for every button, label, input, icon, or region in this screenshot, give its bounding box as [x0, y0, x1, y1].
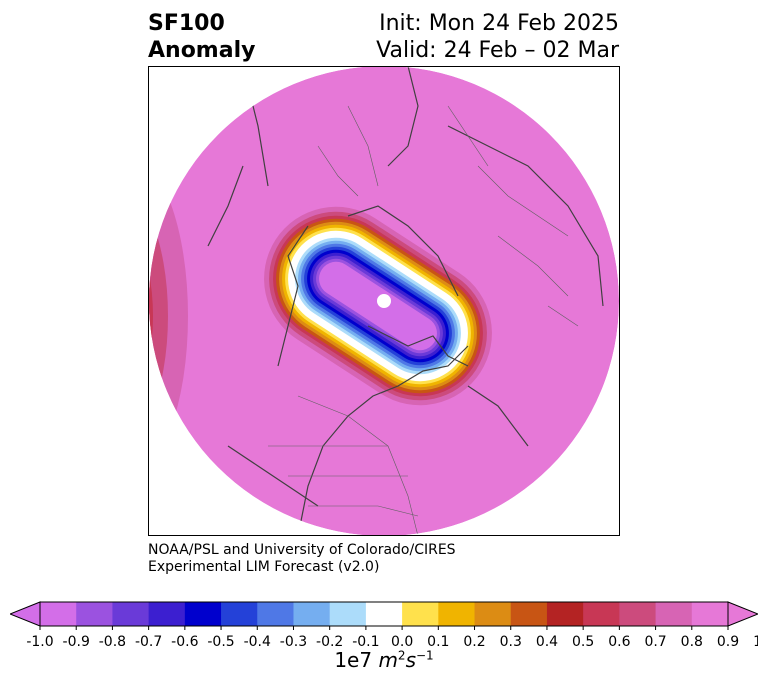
chart-title-right: Init: Mon 24 Feb 2025 Valid: 24 Feb – 02…	[376, 10, 619, 64]
colorbar-swatch	[583, 602, 620, 626]
colorbar-tick-label: -1.0	[26, 634, 53, 650]
colorbar-swatch	[112, 602, 150, 626]
colorbar-swatch	[329, 602, 367, 626]
colorbar-outline	[39, 601, 729, 627]
colorbar-unit-label: 1e7 m2s−1	[334, 648, 434, 672]
colorbar-tick-label: -0.6	[171, 634, 198, 650]
credit-line-1: NOAA/PSL and University of Colorado/CIRE…	[148, 542, 456, 558]
colorbar-tick-label: -0.9	[63, 634, 90, 650]
colorbar-tick-label: -0.3	[280, 634, 307, 650]
colorbar-tick-label: 0.7	[644, 634, 666, 650]
colorbar-swatch	[619, 602, 657, 626]
colorbar-tick-label: -0.5	[207, 634, 234, 650]
anomaly-ring	[258, 200, 498, 412]
colorbar-tick-label: 1.0	[753, 634, 758, 650]
colorbar-tick-label: -0.4	[244, 634, 271, 650]
colorbar-tick-label: -0.2	[316, 634, 343, 650]
colorbar-swatch	[40, 602, 77, 626]
colorbar-swatch	[257, 602, 294, 626]
colorbar-swatch	[184, 602, 222, 626]
colorbar-tick-label: 0.4	[536, 634, 558, 650]
map-panel	[148, 66, 620, 536]
colorbar-tick-label: 0.3	[500, 634, 522, 650]
colorbar-swatch	[510, 602, 548, 626]
colorbar-swatch	[221, 602, 258, 626]
colorbar-tick-label: -0.1	[352, 634, 379, 650]
colorbar-tick-label: 0.5	[572, 634, 594, 650]
credit-line-2: Experimental LIM Forecast (v2.0)	[148, 559, 380, 575]
colorbar-tick-label: 0.8	[681, 634, 703, 650]
map-border	[148, 66, 620, 536]
colorbar-swatch	[293, 602, 331, 626]
colorbar-swatch	[402, 602, 439, 626]
colorbar-extend-low	[10, 601, 41, 627]
colorbar-swatch	[365, 602, 403, 626]
pole-marker	[377, 294, 391, 308]
colorbar-swatch	[148, 602, 186, 626]
valid-label: Valid: 24 Feb – 02 Mar	[376, 38, 619, 63]
colorbar-tick-label: 0.0	[391, 634, 413, 650]
map-svg	[148, 66, 620, 536]
colorbar-extend-high	[727, 601, 758, 627]
variable-label: SF100	[148, 11, 225, 36]
colorbar-tick-label: 0.6	[608, 634, 630, 650]
colorbar-tick-label: 0.9	[717, 634, 739, 650]
colorbar-tick-label: 0.1	[427, 634, 449, 650]
colorbar-swatch	[546, 602, 584, 626]
chart-title-left: SF100 Anomaly	[148, 10, 255, 64]
colorbar-swatch	[76, 602, 113, 626]
init-label: Init: Mon 24 Feb 2025	[379, 11, 619, 36]
colorbar-tick-label: -0.7	[135, 634, 162, 650]
colorbar-tick-label: 0.2	[463, 634, 485, 650]
colorbar: -1.0 -0.9 -0.8 -0.7 -0.6 -0.5 -0.4 -0.3 -0.2 -0.1…	[10, 601, 758, 650]
type-label: Anomaly	[148, 38, 256, 63]
colorbar-swatch	[655, 602, 693, 626]
colorbar-tick-label: -0.8	[99, 634, 126, 650]
colorbar-swatch	[438, 602, 476, 626]
political-borders	[268, 105, 579, 536]
colorbar-swatch	[474, 602, 512, 626]
colorbar-swatch	[691, 602, 729, 626]
credit-text: NOAA/PSL and University of Colorado/CIRE…	[148, 542, 456, 576]
